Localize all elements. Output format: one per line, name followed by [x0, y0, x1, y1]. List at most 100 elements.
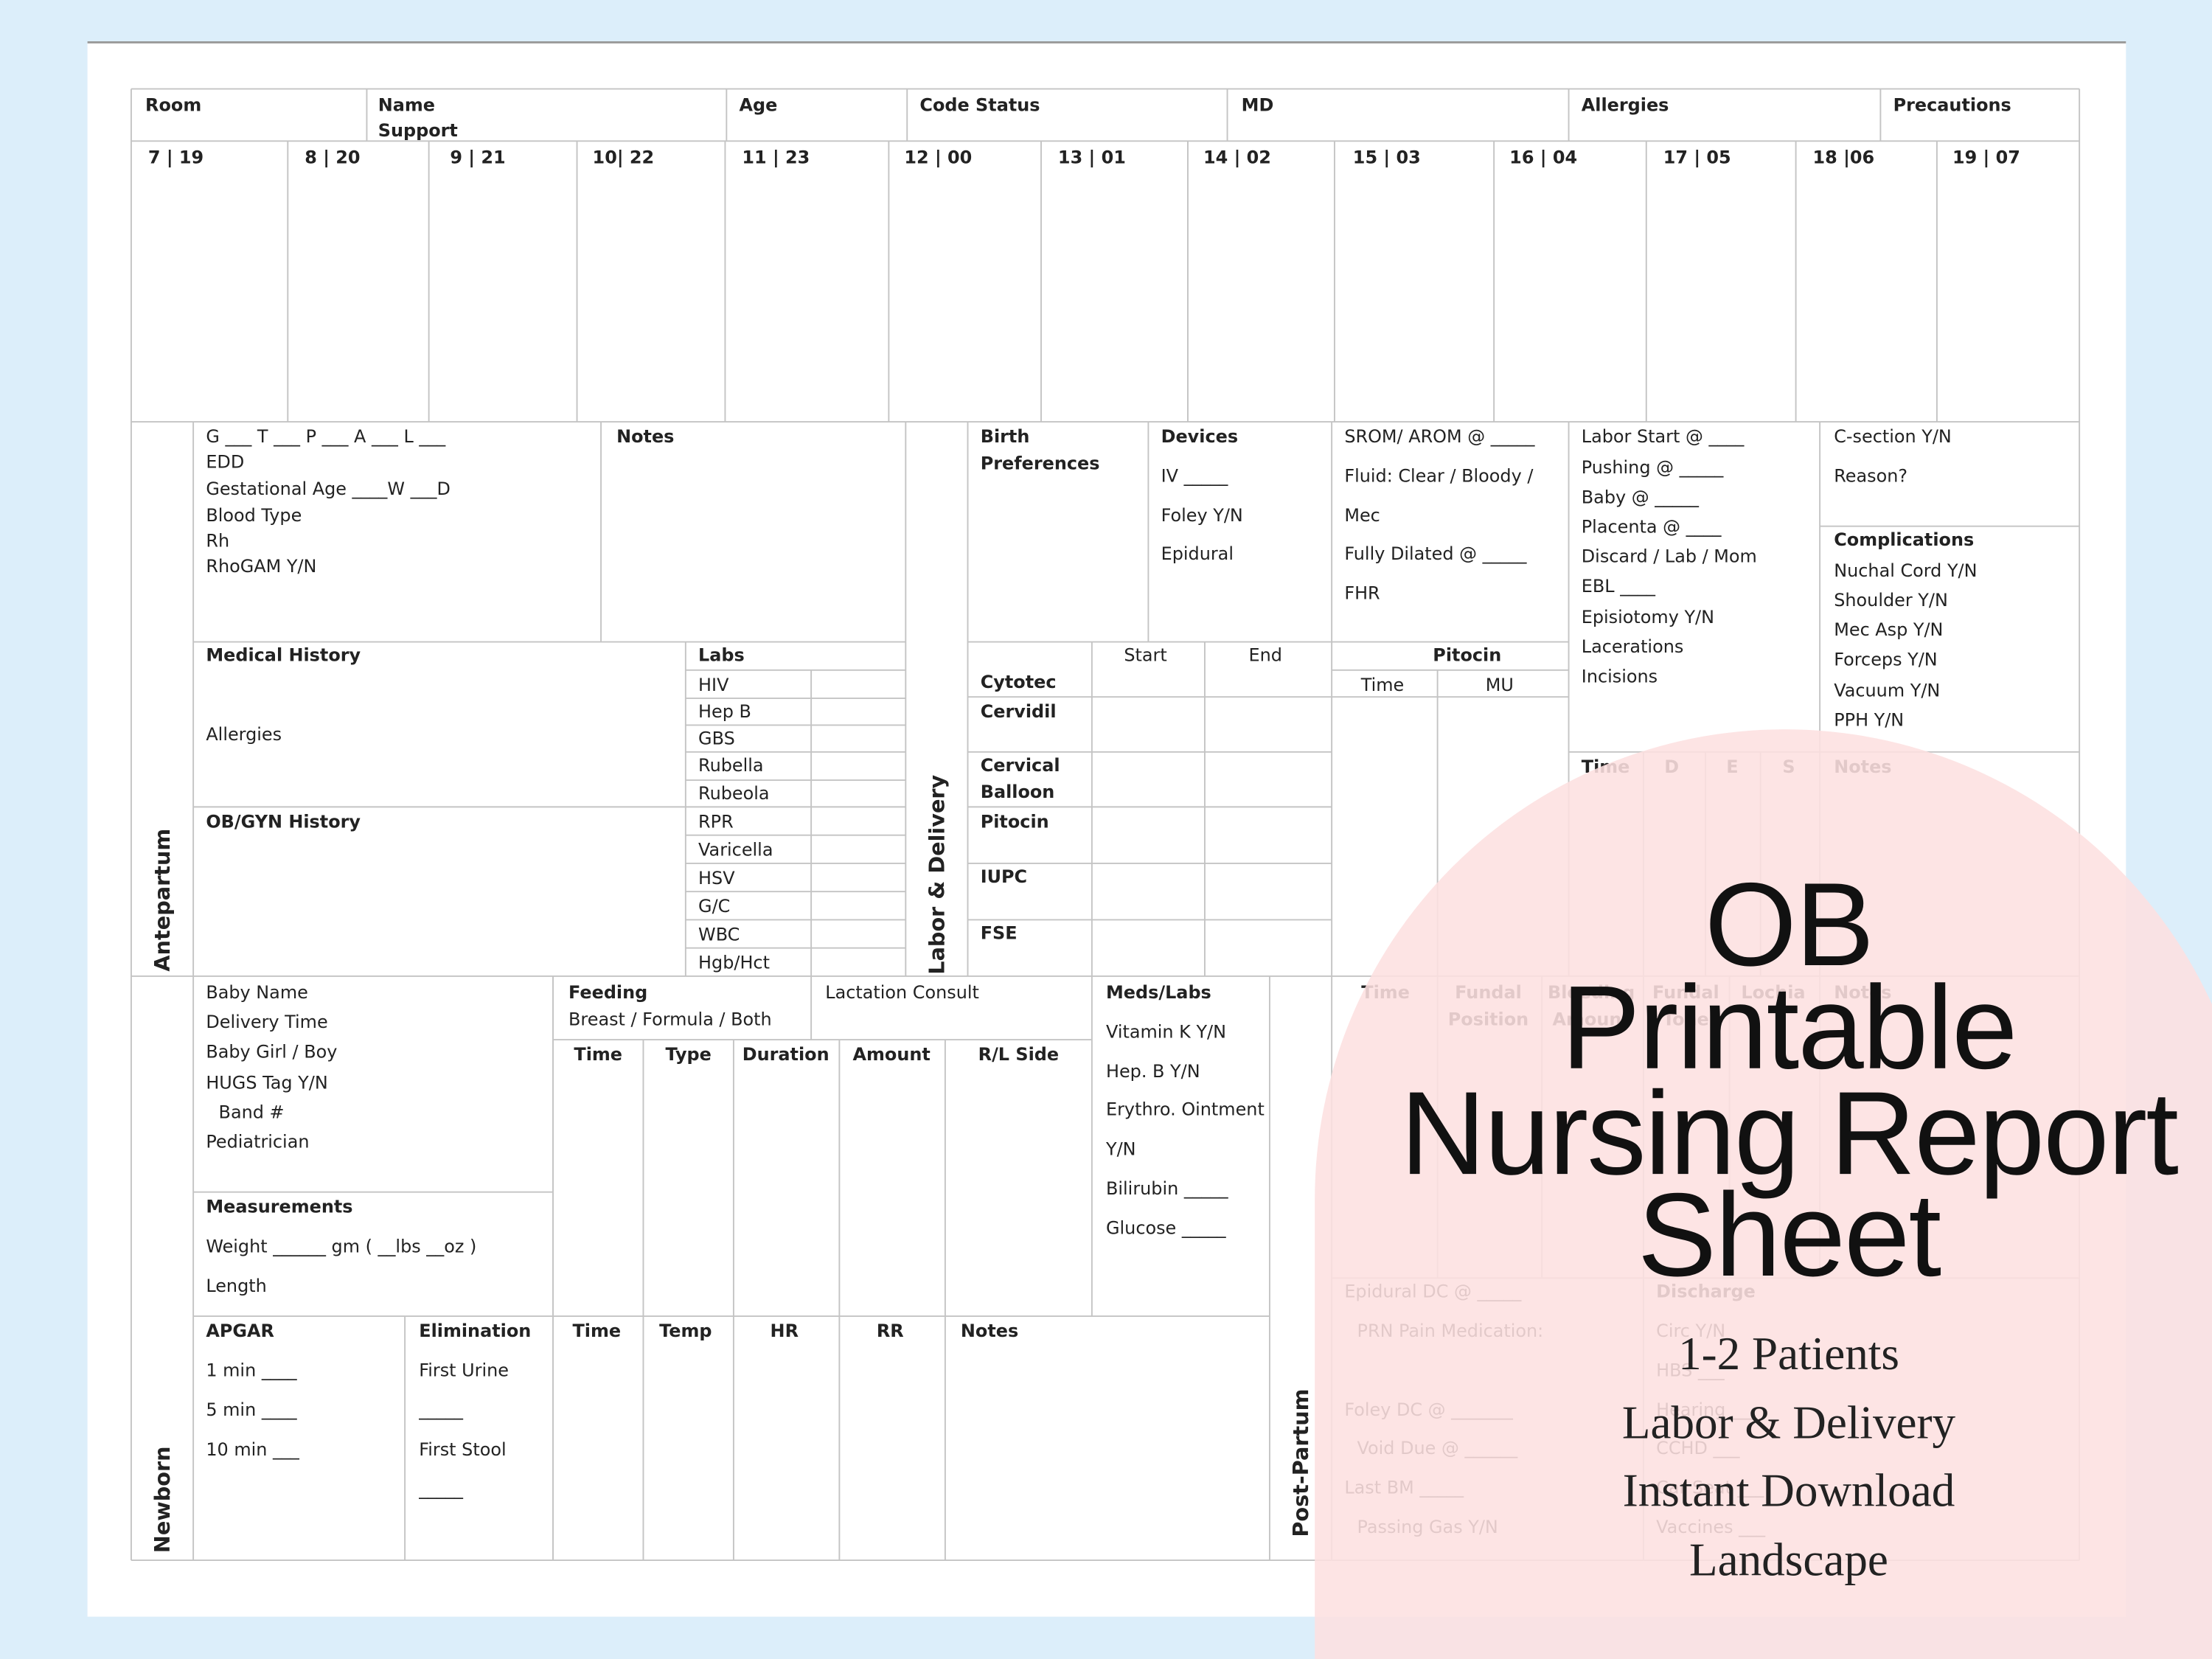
header-label: Room — [145, 94, 201, 115]
field-label: Meds/Labs — [1106, 982, 1211, 1003]
field-label: Hep B — [698, 701, 751, 722]
field-label: _____ — [418, 1478, 464, 1499]
field-label: Vitamin K Y/N — [1106, 1022, 1226, 1043]
field-label: HSV — [698, 868, 735, 888]
promo-feature: Labor & Delivery — [1622, 1397, 1956, 1449]
field-label: Rubella — [698, 755, 764, 776]
field-label: HIV — [698, 675, 729, 695]
field-label: APGAR — [206, 1321, 274, 1341]
promo-feature: Landscape — [1689, 1534, 1888, 1585]
field-label: OB/GYN History — [206, 811, 361, 832]
hour-label: 8 | 20 — [305, 147, 360, 167]
field-label: Band # — [219, 1102, 285, 1123]
header-label: Age — [740, 94, 778, 115]
field-label: Labs — [698, 645, 745, 666]
field-label: Foley Y/N — [1161, 505, 1243, 526]
field-label: Pediatrician — [206, 1132, 309, 1152]
promo-feature: Instant Download — [1623, 1465, 1955, 1517]
field-label: Time — [574, 1044, 622, 1065]
field-label: PPH Y/N — [1834, 710, 1904, 731]
hour-label: 18 |06 — [1813, 147, 1875, 167]
section-label: Newborn — [150, 1446, 175, 1553]
field-label: Rh — [206, 531, 229, 552]
promo-title: Nursing Report — [1400, 1068, 2178, 1200]
field-label: Allergies — [206, 724, 282, 745]
field-label: Breast / Formula / Both — [568, 1009, 772, 1029]
field-label: Epidural — [1161, 543, 1234, 564]
field-label: RhoGAM Y/N — [206, 556, 316, 577]
field-label: C-section Y/N — [1834, 426, 1952, 447]
field-label: Placenta @ ____ — [1582, 517, 1722, 538]
field-label: R/L Side — [978, 1044, 1059, 1065]
promo-title: Printable — [1561, 962, 2016, 1094]
field-label: 5 min ____ — [206, 1399, 297, 1420]
header-label: Name — [378, 94, 435, 115]
field-label: Notes — [961, 1321, 1018, 1341]
field-label: IUPC — [981, 866, 1027, 887]
promo-title: Sheet — [1638, 1169, 1941, 1301]
field-label: RPR — [698, 811, 734, 832]
hour-label: 17 | 05 — [1663, 147, 1731, 167]
field-label: Time — [572, 1321, 621, 1341]
field-label: Complications — [1834, 529, 1974, 550]
section-label: Post-Partum — [1288, 1388, 1313, 1537]
field-label: Erythro. Ointment — [1106, 1099, 1265, 1120]
field-label: Cervidil — [981, 701, 1057, 722]
field-label: Notes — [616, 426, 674, 447]
field-label: EDD — [206, 452, 244, 473]
field-label: FHR — [1344, 582, 1380, 603]
field-label: Temp — [659, 1321, 712, 1341]
section-label: Labor & Delivery — [924, 774, 949, 974]
header-label: Code Status — [919, 94, 1040, 115]
field-label: Pitocin — [981, 811, 1049, 832]
field-label: Mec — [1344, 505, 1380, 526]
field-label: WBC — [698, 924, 740, 945]
field-label: Pushing @ _____ — [1582, 457, 1725, 478]
field-label: EBL ____ — [1582, 576, 1656, 597]
field-label: Elimination — [419, 1321, 531, 1341]
field-label: Vacuum Y/N — [1834, 680, 1940, 700]
field-label: Measurements — [206, 1197, 352, 1217]
field-label: G/C — [698, 896, 730, 917]
header-label: Allergies — [1582, 94, 1669, 115]
section-label: Antepartum — [150, 829, 175, 972]
field-label: Gestational Age ____W ___D — [206, 479, 451, 499]
field-label: IV _____ — [1161, 466, 1229, 487]
field-label: Medical History — [206, 645, 361, 666]
field-label: MU — [1486, 675, 1514, 695]
field-label: First Stool — [419, 1439, 506, 1460]
field-label: Mec Asp Y/N — [1834, 619, 1943, 640]
field-label: Birth — [981, 426, 1030, 447]
field-label: Duration — [742, 1044, 830, 1065]
field-label: Baby Name — [206, 982, 308, 1003]
field-label: Delivery Time — [206, 1012, 327, 1032]
field-label: Bilirubin _____ — [1106, 1178, 1229, 1199]
header-label: Support — [378, 120, 458, 141]
hour-label: 7 | 19 — [148, 147, 204, 167]
field-label: Start — [1124, 645, 1166, 666]
field-label: Weight ______ gm ( __lbs __oz ) — [206, 1236, 476, 1256]
field-label: Baby Girl / Boy — [206, 1041, 337, 1062]
sheet-text: Room Name Age Code Status MD Allergies Precaut… — [145, 94, 2020, 1553]
field-label: Forceps Y/N — [1834, 649, 1937, 669]
field-label: Cervical — [981, 755, 1060, 776]
field-label: Y/N — [1105, 1138, 1136, 1159]
field-label: Hep. B Y/N — [1106, 1061, 1200, 1082]
field-label: End — [1248, 645, 1281, 666]
promo-title: OB — [1705, 859, 1873, 991]
field-label: HR — [771, 1321, 799, 1341]
field-label: FSE — [981, 923, 1018, 944]
field-label: Hgb/Hct — [698, 953, 770, 973]
field-label: GBS — [698, 728, 735, 749]
field-label: Feeding — [568, 982, 647, 1003]
field-label: Labor Start @ ____ — [1582, 426, 1745, 447]
field-label: Type — [665, 1044, 711, 1065]
promo-shape — [1315, 729, 2212, 1659]
field-label: Incisions — [1582, 666, 1658, 686]
field-label: Episiotomy Y/N — [1582, 607, 1714, 627]
field-label: Nuchal Cord Y/N — [1834, 560, 1977, 581]
header-label: MD — [1242, 94, 1274, 115]
